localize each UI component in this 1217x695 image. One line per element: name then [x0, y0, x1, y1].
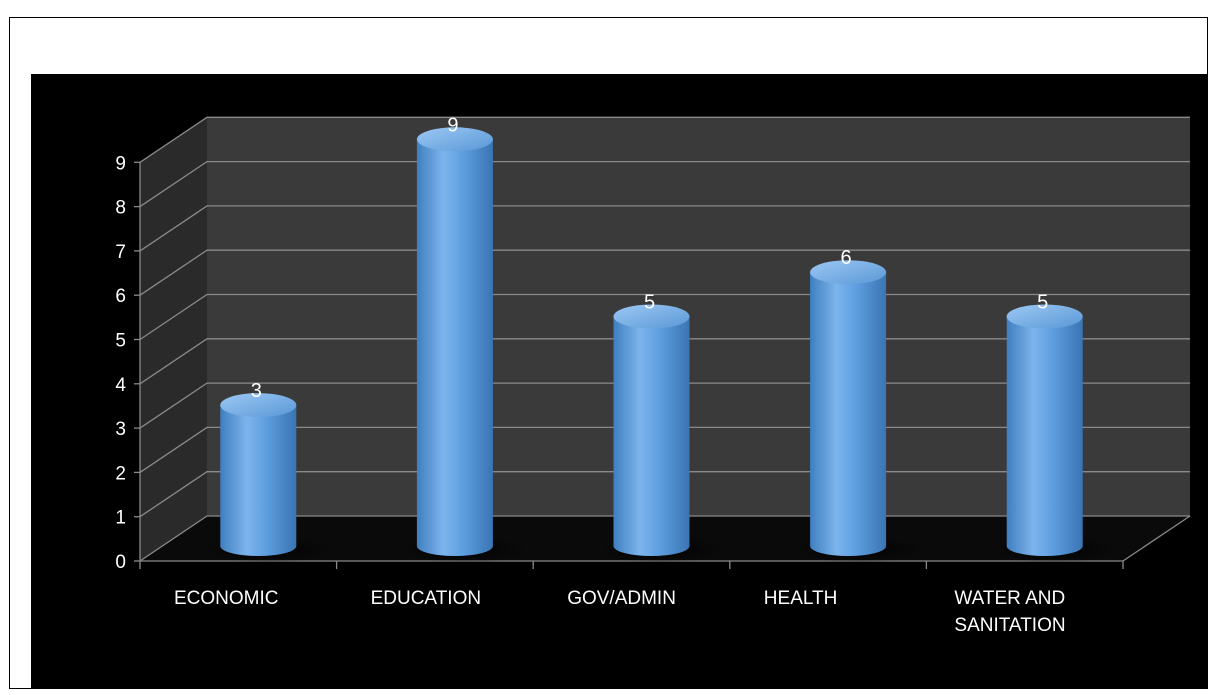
bar: [990, 304, 1119, 563]
x-tick-label: ECONOMIC: [174, 588, 279, 609]
bar: [597, 304, 726, 563]
y-tick-label: 9: [115, 153, 126, 174]
gridline: [139, 116, 1190, 163]
bar-cap: [220, 393, 297, 418]
bar-body: [810, 272, 887, 556]
bar-cap: [613, 304, 690, 329]
side-wall: [140, 117, 207, 562]
bar-body: [220, 405, 297, 556]
bar: [794, 260, 923, 563]
y-tick-label: 1: [115, 508, 126, 529]
bar-body: [1006, 316, 1083, 556]
x-tick-label: GOV/ADMIN: [567, 588, 676, 609]
data-label: 6: [841, 247, 852, 269]
data-label: 5: [1037, 292, 1048, 314]
data-label: 9: [447, 114, 458, 136]
bar-cap: [1006, 304, 1083, 329]
data-label: 3: [251, 380, 262, 402]
y-tick-label: 0: [115, 552, 126, 573]
y-tick-label: 3: [115, 419, 126, 440]
y-tick-label: 5: [115, 331, 126, 352]
data-label: 5: [644, 292, 655, 314]
chart-svg: 0 1 2 3 4 5 6 7 8 9 3 9 5 6 5 ECONOMIC EDUCATION GOV/AD…: [31, 74, 1208, 688]
x-tick-label: HEALTH: [764, 588, 838, 609]
gridline: [139, 249, 1190, 296]
x-tick-label: EDUCATION: [371, 588, 481, 609]
bar-cap: [810, 260, 887, 285]
chart-frame: 0 1 2 3 4 5 6 7 8 9 3 9 5 6 5 ECONOMIC EDUCATION GOV/AD…: [9, 17, 1208, 689]
y-tick-label: 7: [115, 242, 126, 263]
bar-body: [613, 316, 690, 556]
y-tick-label: 2: [115, 463, 126, 484]
bar: [204, 393, 333, 563]
gridline: [139, 160, 1190, 208]
y-tick-label: 6: [115, 286, 126, 307]
bar-body: [416, 139, 493, 557]
bar: [400, 127, 529, 563]
floor-edge: [1122, 515, 1191, 562]
x-tick-label: WATER AND: [954, 588, 1065, 609]
bar-cap: [416, 127, 493, 152]
x-tick-label: SANITATION: [954, 615, 1065, 636]
y-tick-label: 4: [115, 375, 126, 396]
y-tick-label: 8: [115, 198, 126, 219]
gridline: [139, 205, 1190, 252]
